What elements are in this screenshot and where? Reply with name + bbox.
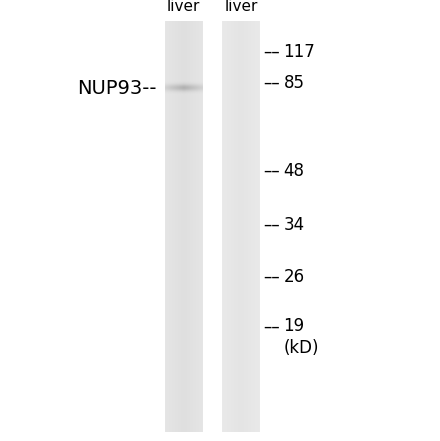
Text: ––: –– xyxy=(264,43,280,61)
Text: NUP93--: NUP93-- xyxy=(77,78,157,98)
Text: 85: 85 xyxy=(284,74,304,92)
Text: ––: –– xyxy=(264,318,280,335)
Text: ––: –– xyxy=(264,162,280,180)
Text: ––: –– xyxy=(264,268,280,286)
Text: 26: 26 xyxy=(284,268,305,286)
Text: 34: 34 xyxy=(284,216,305,234)
Text: 19: 19 xyxy=(284,318,305,335)
Text: ––: –– xyxy=(264,74,280,92)
Text: liver: liver xyxy=(167,0,200,14)
Text: (kD): (kD) xyxy=(284,339,319,357)
Text: 117: 117 xyxy=(284,43,315,61)
Text: liver: liver xyxy=(224,0,257,14)
Text: ––: –– xyxy=(264,216,280,234)
Text: 48: 48 xyxy=(284,162,304,180)
